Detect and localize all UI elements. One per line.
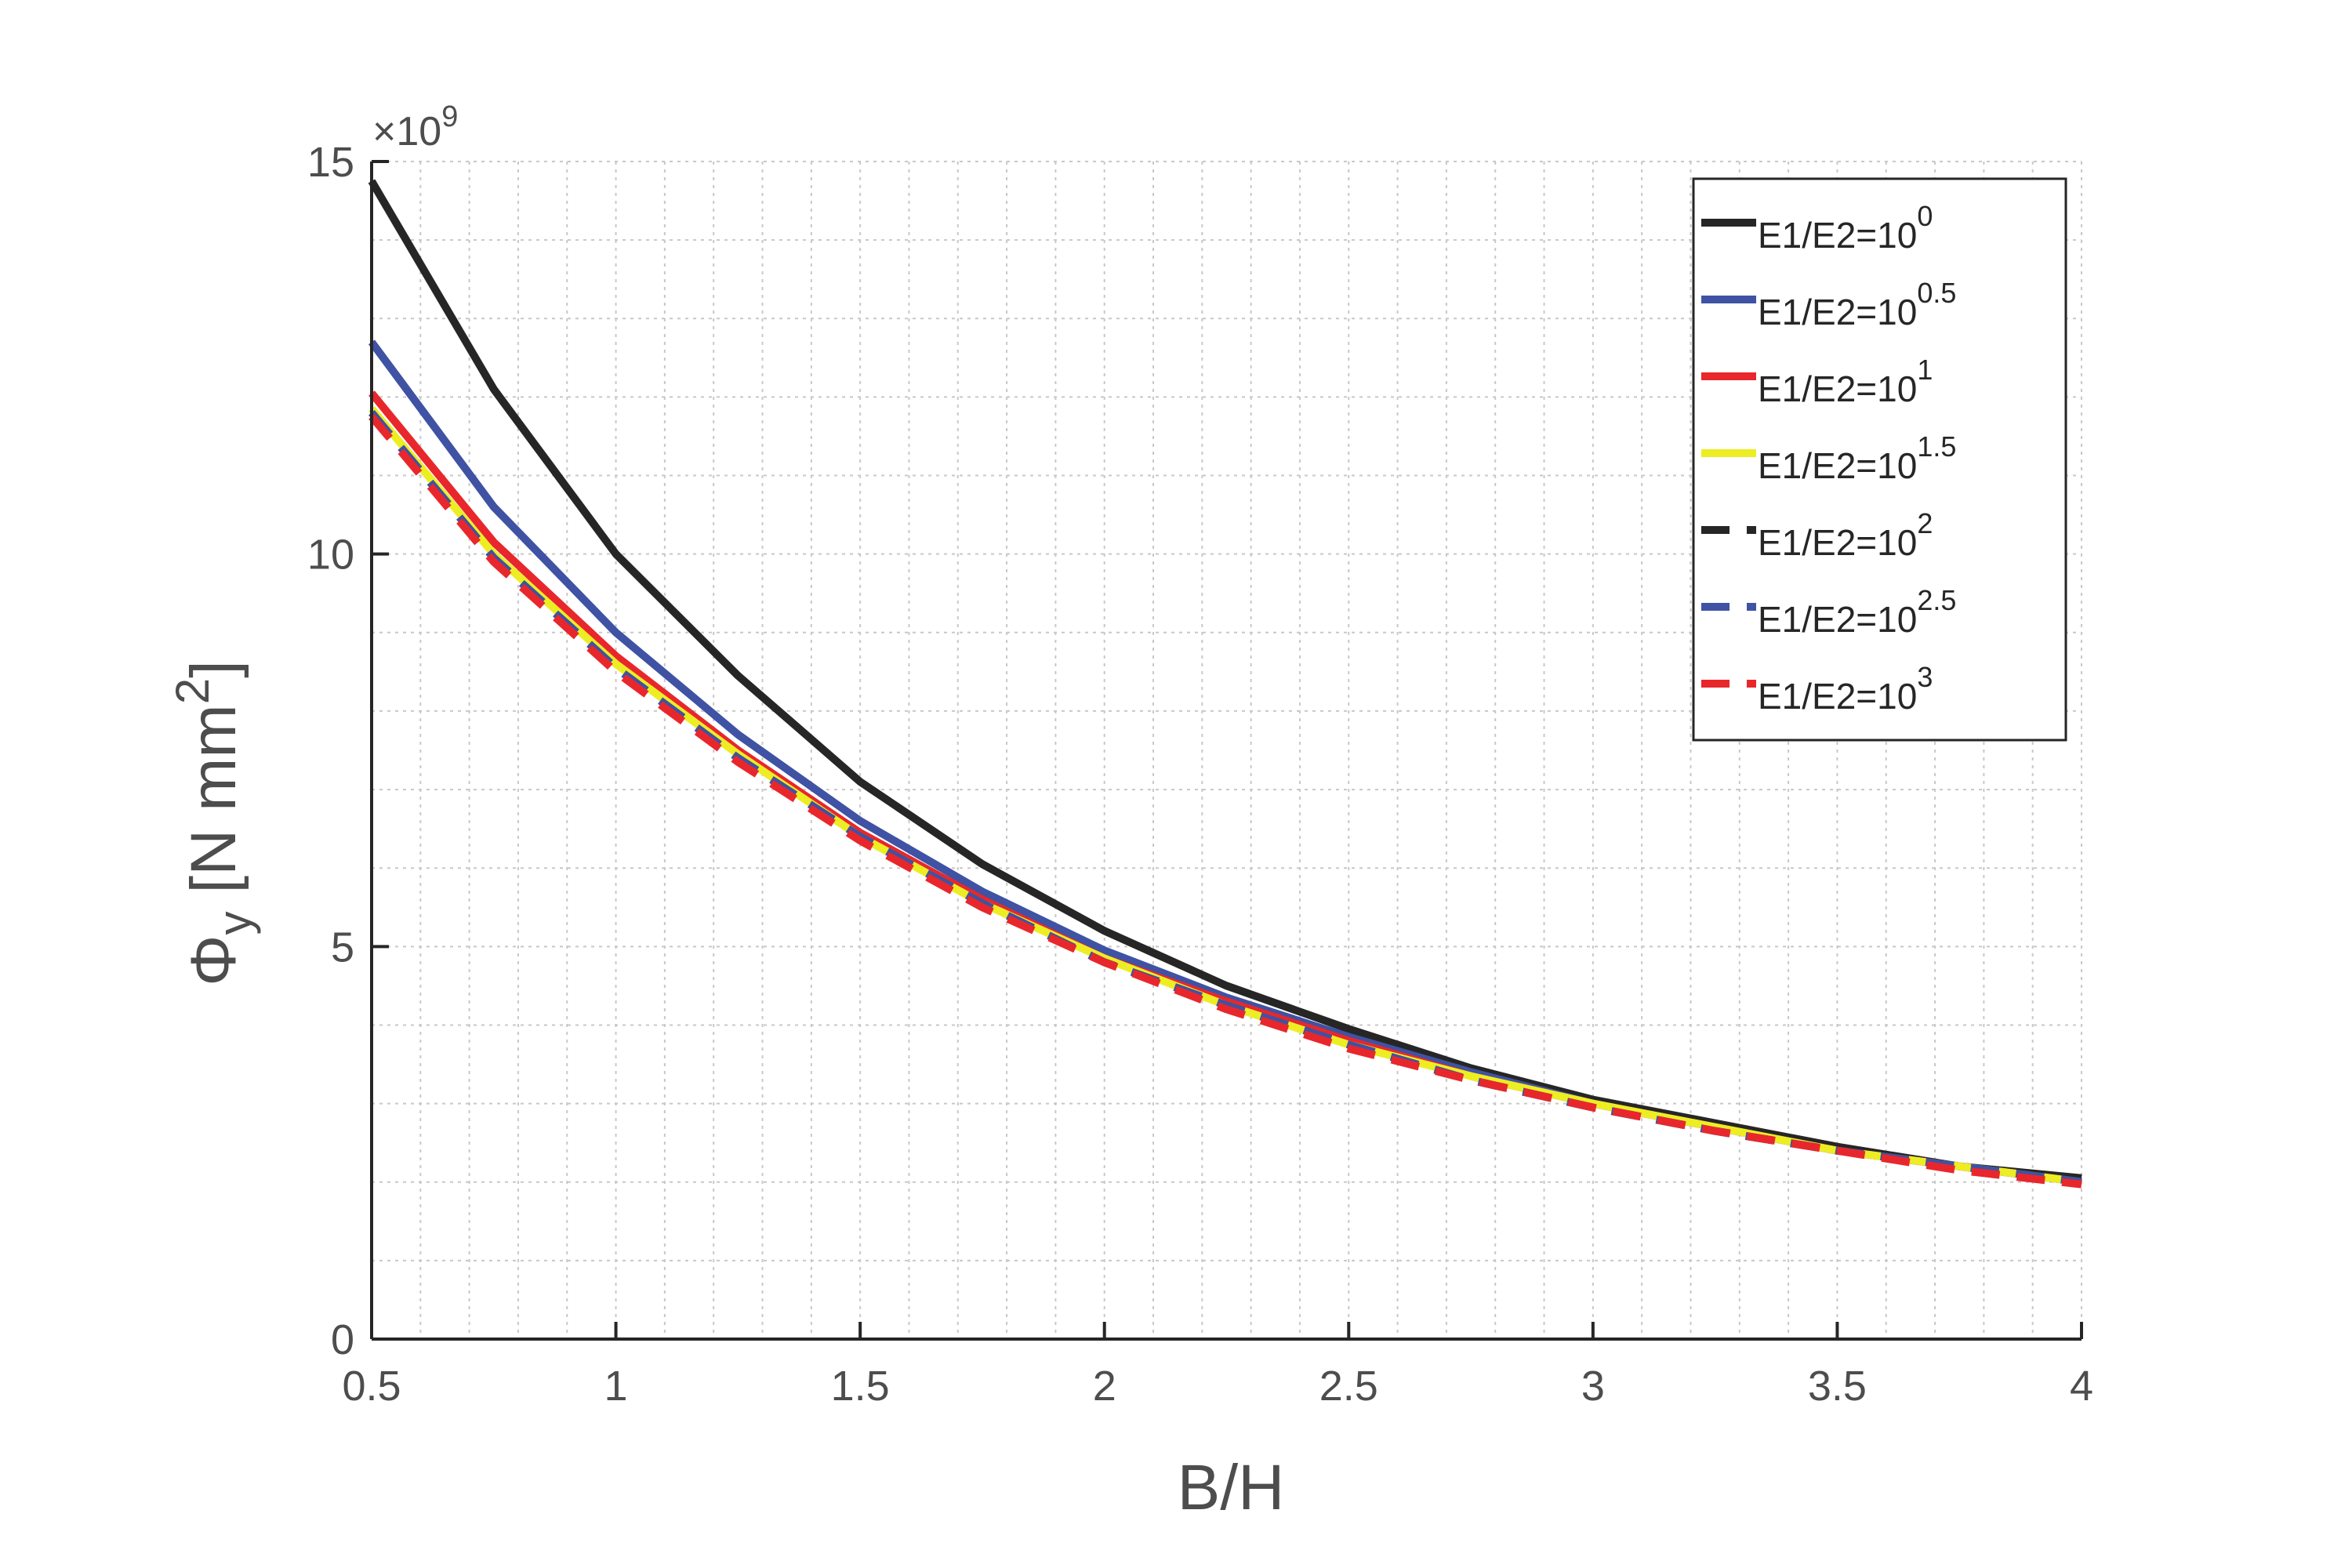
legend: E1/E2=100 E1/E2=100.5 E1/E2=101 E1/E2=101.5… [1692,177,2067,742]
series-lines [368,179,2082,1189]
legend-box [1692,177,2067,742]
y-tick-label: 0 [331,1316,354,1363]
x-tick-label: 3 [1581,1363,1605,1410]
legend-entry: E1/E2=103 [1758,661,1933,717]
y-exponent-label: ×109 [372,100,458,154]
x-tick-label: 4 [2070,1363,2093,1410]
legend-entry: E1/E2=102.5 [1758,584,1956,640]
x-tick-label: 1 [604,1363,628,1410]
grid [371,161,2082,1340]
series-line-6 [368,414,2082,1189]
y-tick-label: 15 [307,139,354,186]
legend-entry: E1/E2=101.5 [1758,430,1956,486]
axes [370,160,2083,1341]
y-tick-label: 10 [307,532,354,579]
tick-labels: 0.5 1 1.5 2 2.5 3 3.5 4 0 5 10 15 [307,139,2093,1410]
legend-entry: E1/E2=100.5 [1758,277,1956,332]
x-axis-label: B/H [1178,1452,1285,1523]
y-axis-label: Φy [N mm2] [166,660,261,986]
x-tick-label: 2 [1093,1363,1116,1410]
x-tick-label: 0.5 [342,1363,401,1410]
x-tick-label: 2.5 [1319,1363,1378,1410]
legend-entry: E1/E2=100 [1758,200,1933,256]
x-tick-label: 3.5 [1808,1363,1867,1410]
y-tick-label: 5 [331,924,354,971]
legend-entry: E1/E2=101 [1758,354,1933,409]
x-tick-label: 1.5 [831,1363,890,1410]
legend-entry: E1/E2=102 [1758,507,1933,563]
